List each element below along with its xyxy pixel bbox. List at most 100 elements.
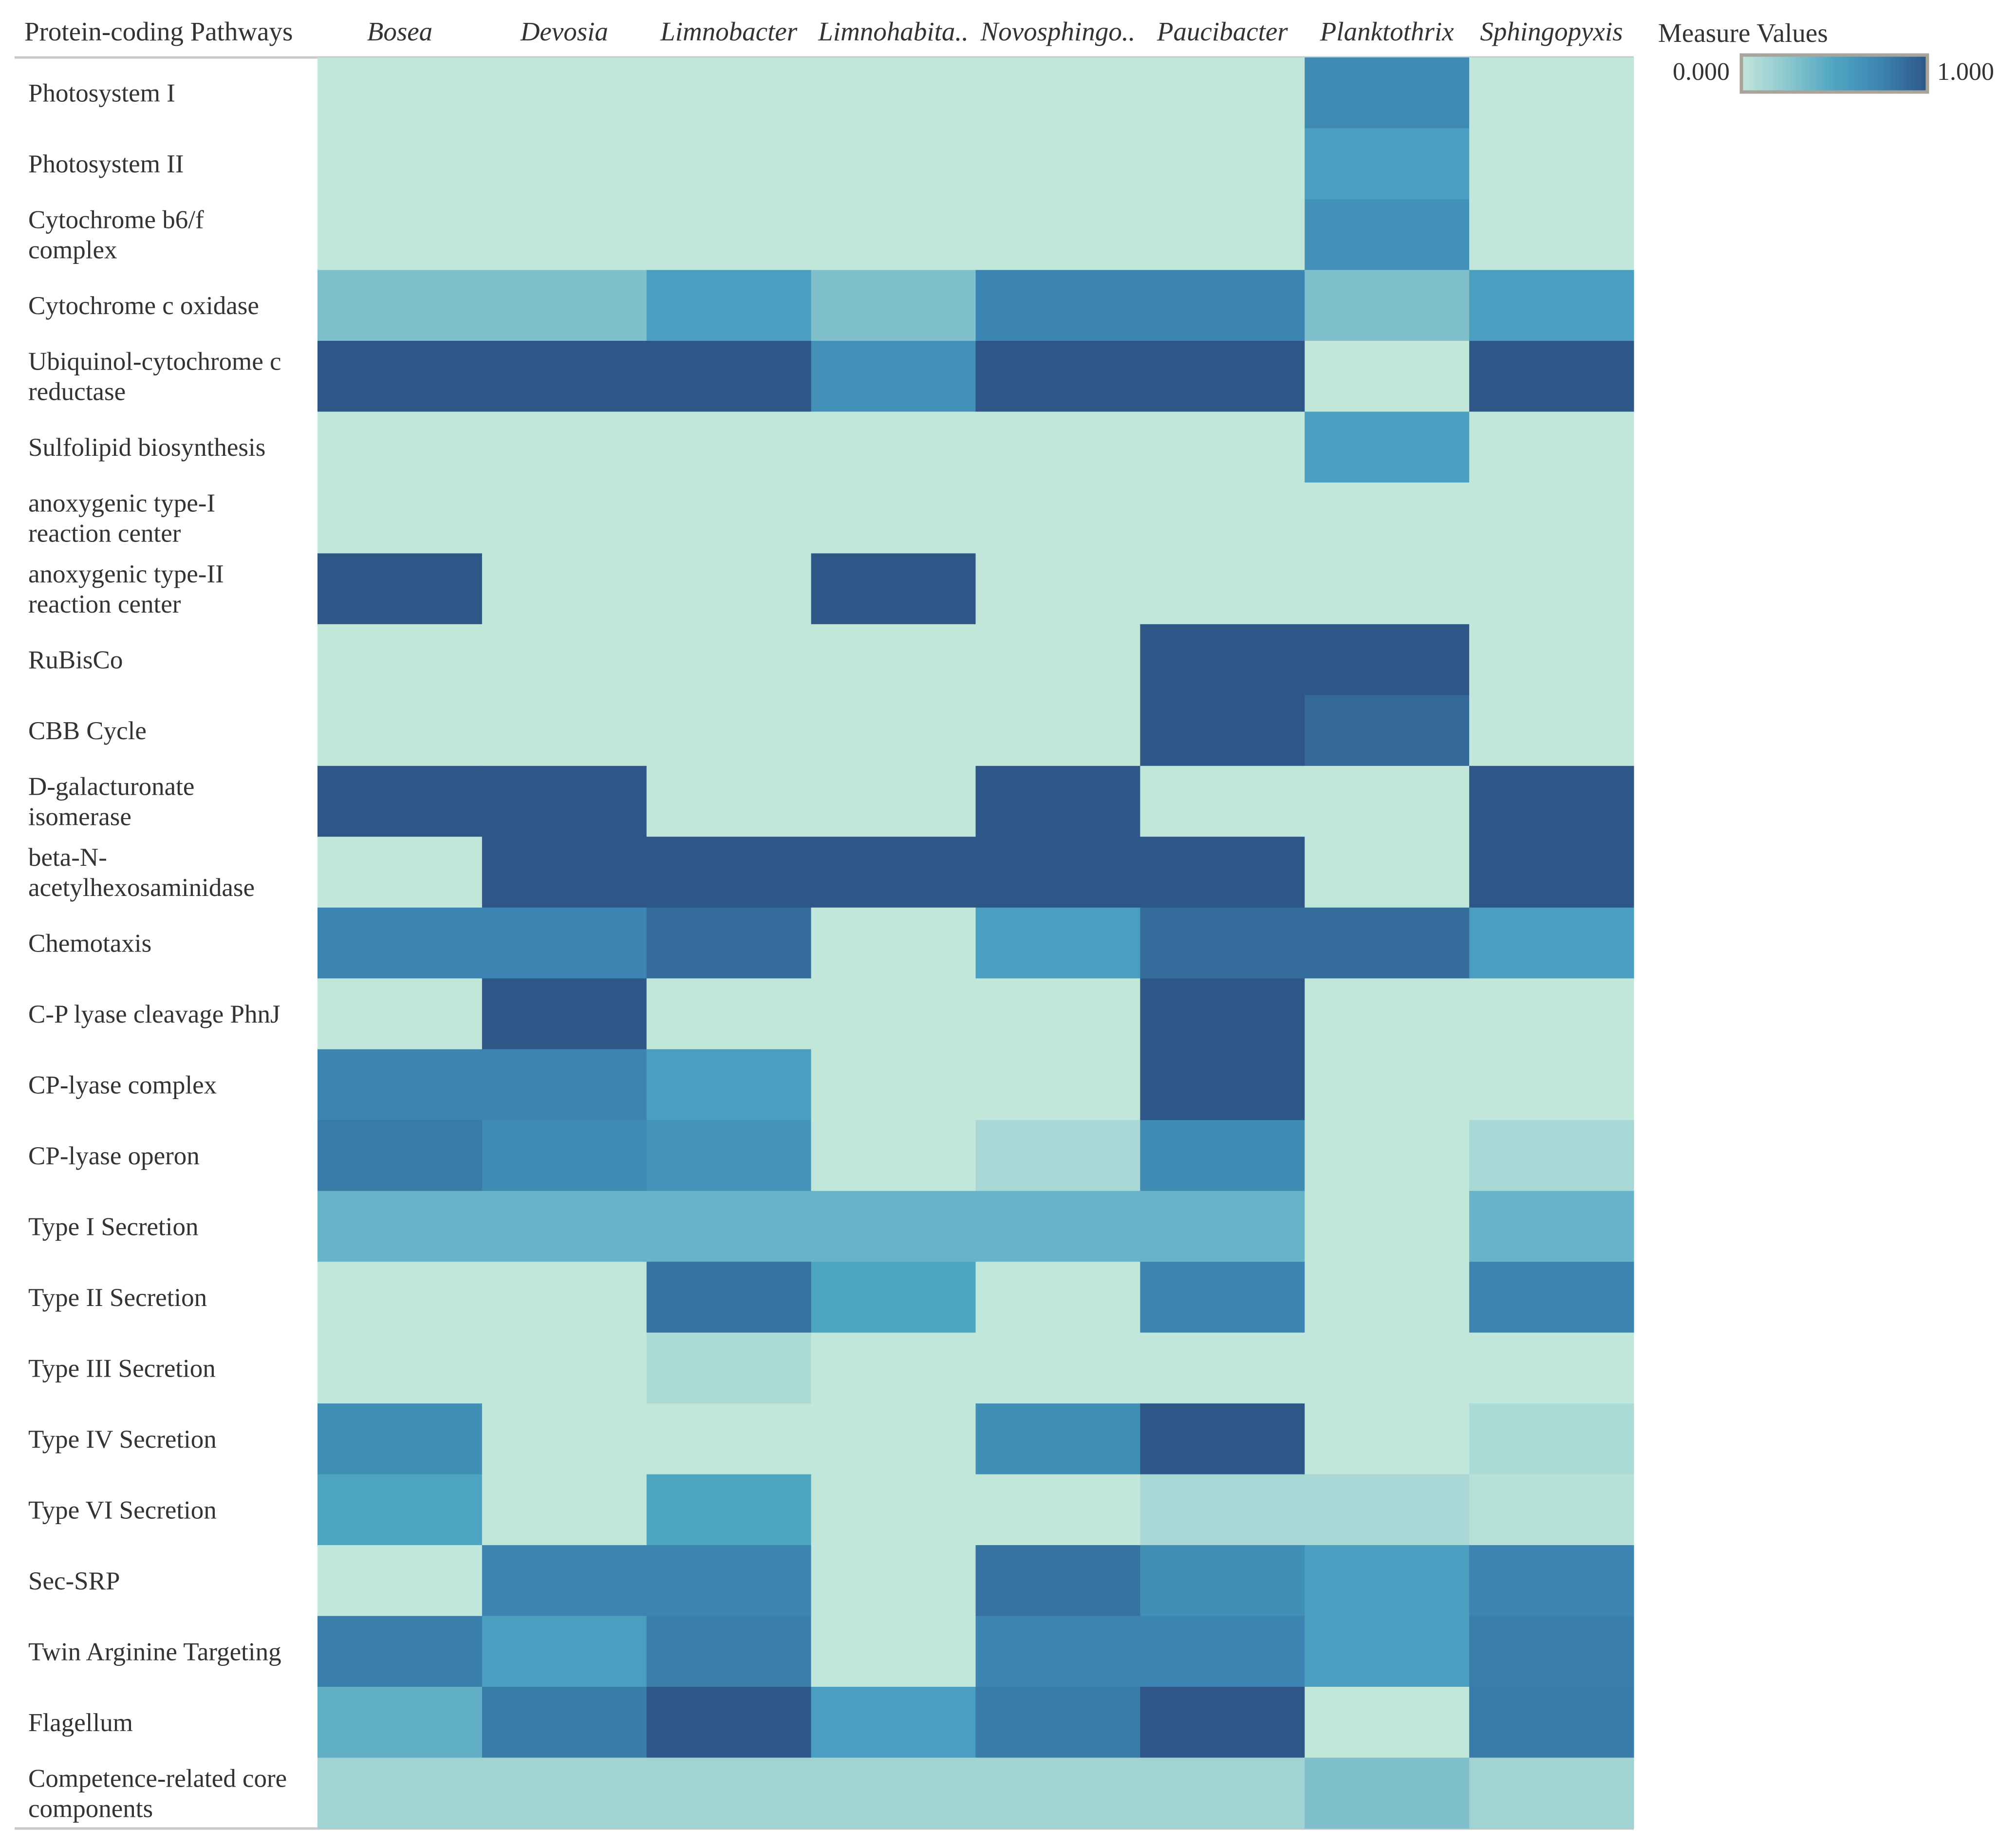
row-label: C-P lyase cleavage PhnJ	[28, 1000, 280, 1028]
heatmap-cell	[646, 695, 812, 766]
column-label: Planktothrix	[1320, 17, 1455, 46]
heatmap-cell	[482, 199, 647, 271]
legend-title: Measure Values	[1658, 18, 1828, 48]
heatmap-cell	[317, 199, 483, 271]
row-label: CP-lyase operon	[28, 1142, 200, 1170]
heatmap-cell	[1140, 1687, 1305, 1758]
heatmap-cell	[317, 128, 483, 200]
heatmap-cell	[1305, 1262, 1470, 1333]
row-label: Cytochrome c oxidase	[28, 292, 259, 320]
heatmap-cell	[1305, 1120, 1470, 1192]
heatmap-cell	[975, 1687, 1140, 1758]
legend-min-label: 0.000	[1673, 58, 1730, 86]
heatmap-cell	[811, 1757, 976, 1829]
heatmap-cell	[646, 57, 812, 129]
heatmap-cell	[811, 553, 976, 625]
column-label: Paucibacter	[1157, 17, 1288, 46]
heatmap-cell	[811, 199, 976, 271]
heatmap-cell	[1469, 1191, 1634, 1262]
heatmap-cell	[1305, 553, 1470, 625]
heatmap-cell	[1140, 624, 1305, 695]
heatmap-cell	[646, 1262, 812, 1333]
heatmap-cell	[1469, 695, 1634, 766]
heatmap-cell	[646, 1474, 812, 1546]
heatmap-cell	[811, 270, 976, 341]
heatmap-cell	[646, 765, 812, 837]
heatmap-cell	[317, 1191, 483, 1262]
heatmap-cell	[1305, 765, 1470, 837]
row-label: Sulfolipid biosynthesis	[28, 433, 265, 462]
heatmap-cell	[811, 340, 976, 412]
heatmap-cell	[811, 1403, 976, 1475]
heatmap-cell	[975, 1474, 1140, 1546]
heatmap-cell	[482, 340, 647, 412]
row-label: Type I Secretion	[28, 1213, 199, 1241]
heatmap-cell	[975, 1332, 1140, 1404]
heatmap-cell	[1140, 695, 1305, 766]
heatmap-cell	[811, 765, 976, 837]
heatmap-cell	[1140, 1545, 1305, 1617]
heatmap-cell	[646, 624, 812, 695]
heatmap-cell	[1140, 270, 1305, 341]
heatmap-cell	[646, 1757, 812, 1829]
heatmap-cell	[1305, 1757, 1470, 1829]
row-label: Flagellum	[28, 1709, 133, 1737]
heatmap-cell	[975, 624, 1140, 695]
heatmap-cell	[1140, 1120, 1305, 1192]
heatmap-cell	[811, 907, 976, 979]
heatmap-cell	[482, 624, 647, 695]
heatmap-cell	[1305, 1687, 1470, 1758]
heatmap-cell	[1305, 1049, 1470, 1120]
heatmap-cell	[646, 482, 812, 554]
heatmap-cell	[646, 340, 812, 412]
heatmap-cell	[646, 1687, 812, 1758]
heatmap-cell	[1469, 411, 1634, 483]
heatmap-cell	[811, 1545, 976, 1617]
heatmap-cells	[317, 57, 1634, 1829]
heatmap-cell	[482, 1687, 647, 1758]
heatmap-cell	[646, 1049, 812, 1120]
heatmap-cell	[1469, 270, 1634, 341]
heatmap-cell	[975, 1616, 1140, 1687]
heatmap-cell	[317, 411, 483, 483]
heatmap-cell	[811, 1191, 976, 1262]
heatmap-cell	[317, 907, 483, 979]
heatmap-cell	[482, 1332, 647, 1404]
row-label: CBB Cycle	[28, 717, 147, 745]
row-label: Type IV Secretion	[28, 1425, 217, 1454]
heatmap-cell	[975, 57, 1140, 129]
heatmap-cell	[811, 1474, 976, 1546]
heatmap-cell	[1469, 1049, 1634, 1120]
heatmap-cell	[317, 1262, 483, 1333]
heatmap-cell	[975, 1757, 1140, 1829]
row-label: Photosystem I	[28, 79, 175, 108]
heatmap-cell	[1469, 1757, 1634, 1829]
row-label: Ubiquinol-cytochrome c reductase	[28, 348, 281, 406]
column-label: Devosia	[520, 17, 608, 46]
row-header: Protein-coding Pathways	[24, 17, 293, 46]
heatmap-cell	[482, 482, 647, 554]
heatmap-cell	[1469, 1687, 1634, 1758]
column-label: Limnohabita..	[818, 17, 969, 46]
row-label: Twin Arginine Targeting	[28, 1638, 281, 1666]
heatmap-cell	[1305, 411, 1470, 483]
heatmap-cell	[975, 1262, 1140, 1333]
heatmap-cell	[1469, 1474, 1634, 1546]
heatmap-cell	[1305, 482, 1470, 554]
heatmap-cell	[811, 482, 976, 554]
heatmap-cell	[1469, 1262, 1634, 1333]
heatmap-cell	[1305, 624, 1470, 695]
heatmap-cell	[317, 1403, 483, 1475]
heatmap-cell	[1469, 482, 1634, 554]
heatmap-cell	[482, 837, 647, 908]
heatmap-cell	[482, 57, 647, 129]
heatmap-cell	[1469, 57, 1634, 129]
heatmap-cell	[317, 765, 483, 837]
heatmap-cell	[1305, 695, 1470, 766]
row-label: RuBisCo	[28, 646, 123, 674]
heatmap-cell	[975, 1191, 1140, 1262]
heatmap-cell	[1140, 765, 1305, 837]
heatmap-cell	[482, 765, 647, 837]
heatmap-cell	[646, 553, 812, 625]
heatmap-cell	[482, 978, 647, 1050]
